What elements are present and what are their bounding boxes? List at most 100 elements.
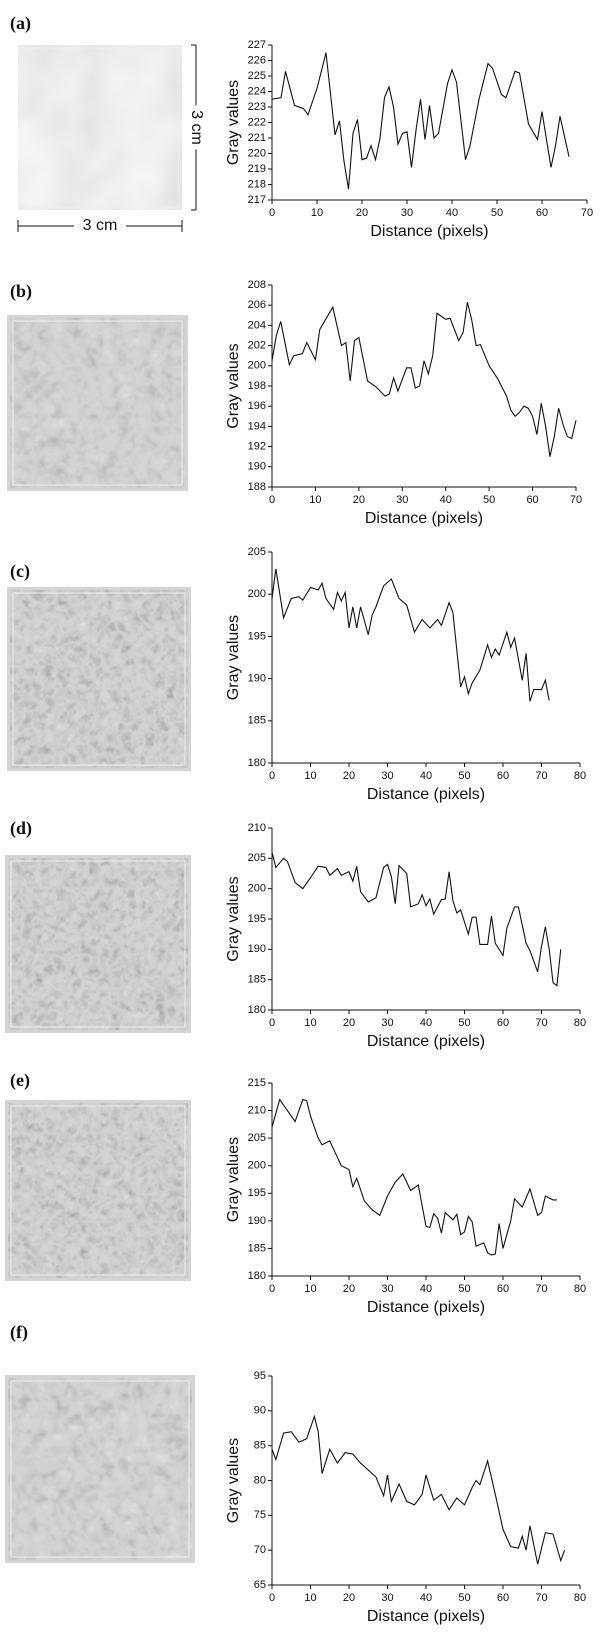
y-tick-label: 180: [248, 1270, 266, 1282]
y-tick-label: 220: [248, 147, 266, 159]
y-tick-label: 215: [248, 1077, 266, 1089]
y-tick-label: 75: [254, 1509, 266, 1521]
y-tick-label: 90: [254, 1405, 266, 1417]
y-tick-label: 204: [248, 319, 266, 331]
data-line: [271, 1414, 566, 1565]
x-tick-label: 60: [497, 770, 509, 782]
x-tick-label: 70: [535, 770, 547, 782]
y-tick-label: 198: [248, 380, 266, 392]
specimen-image: [9, 317, 186, 489]
x-tick-label: 60: [497, 1283, 509, 1295]
y-tick-label: 194: [248, 420, 266, 432]
y-tick-label: 200: [248, 1160, 266, 1172]
y-tick-label: 180: [248, 1004, 266, 1016]
x-tick-label: 50: [458, 1017, 470, 1029]
x-tick-label: 0: [269, 1592, 275, 1604]
image-inner-border: [12, 320, 183, 486]
y-tick-label: 85: [254, 1440, 266, 1452]
x-tick-label: 10: [304, 1592, 316, 1604]
image-inner-border: [12, 592, 186, 766]
y-tick-label: 188: [248, 481, 266, 493]
x-tick-label: 50: [458, 770, 470, 782]
x-tick-label: 50: [458, 1592, 470, 1604]
y-tick-label: 224: [248, 85, 266, 97]
y-axis-label: Gray values: [225, 343, 242, 428]
x-tick-label: 70: [570, 494, 582, 506]
x-tick-label: 0: [269, 1017, 275, 1029]
y-tick-label: 208: [248, 279, 266, 291]
x-tick-label: 30: [381, 1592, 393, 1604]
x-tick-label: 70: [535, 1283, 547, 1295]
y-tick-label: 227: [248, 39, 266, 51]
x-tick-label: 80: [574, 770, 586, 782]
y-axis-label: Gray values: [225, 80, 242, 165]
y-tick-label: 196: [248, 400, 266, 412]
x-tick-label: 20: [343, 1283, 355, 1295]
specimen-image: [9, 589, 189, 769]
x-tick-label: 30: [396, 494, 408, 506]
panel-label: (f): [10, 1322, 28, 1343]
x-tick-label: 20: [343, 1017, 355, 1029]
x-tick-label: 0: [269, 770, 275, 782]
x-tick-label: 30: [401, 207, 413, 219]
x-tick-label: 50: [491, 207, 503, 219]
y-tick-label: 226: [248, 54, 266, 66]
y-tick-label: 223: [248, 101, 266, 113]
y-tick-label: 190: [248, 673, 266, 685]
y-tick-label: 205: [248, 546, 266, 558]
x-tick-label: 40: [446, 207, 458, 219]
x-tick-label: 10: [309, 494, 321, 506]
x-tick-label: 30: [381, 1283, 393, 1295]
y-tick-label: 206: [248, 299, 266, 311]
specimen-image: [17, 44, 183, 211]
data-line: [271, 852, 562, 987]
y-tick-label: 80: [254, 1474, 266, 1486]
specimen-image: [7, 1377, 193, 1561]
specimen-image: [7, 857, 189, 1031]
y-tick-label: 221: [248, 132, 266, 144]
y-tick-label: 190: [248, 943, 266, 955]
scale-label: 3 cm: [188, 110, 205, 145]
y-tick-label: 185: [248, 1242, 266, 1254]
x-tick-label: 20: [343, 770, 355, 782]
x-tick-label: 10: [311, 207, 323, 219]
y-tick-label: 192: [248, 441, 266, 453]
y-tick-label: 195: [248, 630, 266, 642]
x-tick-label: 70: [535, 1017, 547, 1029]
x-tick-label: 60: [536, 207, 548, 219]
image-inner-border: [10, 1380, 190, 1558]
y-tick-label: 202: [248, 340, 266, 352]
x-tick-label: 60: [526, 494, 538, 506]
x-tick-label: 80: [574, 1017, 586, 1029]
x-axis-label: Distance (pixels): [367, 786, 485, 803]
y-tick-label: 185: [248, 974, 266, 986]
y-tick-label: 70: [254, 1544, 266, 1556]
y-tick-label: 185: [248, 715, 266, 727]
image-inner-border: [10, 1105, 186, 1276]
y-axis-label: Gray values: [225, 1438, 242, 1523]
x-tick-label: 40: [420, 770, 432, 782]
x-axis-label: Distance (pixels): [365, 510, 483, 527]
x-tick-label: 30: [381, 1017, 393, 1029]
x-tick-label: 60: [497, 1592, 509, 1604]
image-inner-border: [10, 860, 186, 1028]
y-axis-label: Gray values: [225, 1137, 242, 1222]
y-tick-label: 195: [248, 1187, 266, 1199]
x-tick-label: 0: [269, 494, 275, 506]
y-tick-label: 210: [248, 1104, 266, 1116]
x-tick-label: 30: [381, 770, 393, 782]
panel-label: (d): [10, 818, 32, 839]
data-line: [271, 568, 550, 702]
x-tick-label: 40: [420, 1592, 432, 1604]
panel-label: (c): [10, 561, 30, 582]
x-tick-label: 70: [581, 207, 593, 219]
panel-label: (e): [10, 1070, 30, 1091]
y-tick-label: 200: [248, 588, 266, 600]
y-tick-label: 225: [248, 70, 266, 82]
x-tick-label: 20: [356, 207, 368, 219]
x-tick-label: 80: [574, 1592, 586, 1604]
scale-label-bg: [188, 105, 204, 150]
x-axis-label: Distance (pixels): [367, 1033, 485, 1050]
x-tick-label: 10: [304, 770, 316, 782]
